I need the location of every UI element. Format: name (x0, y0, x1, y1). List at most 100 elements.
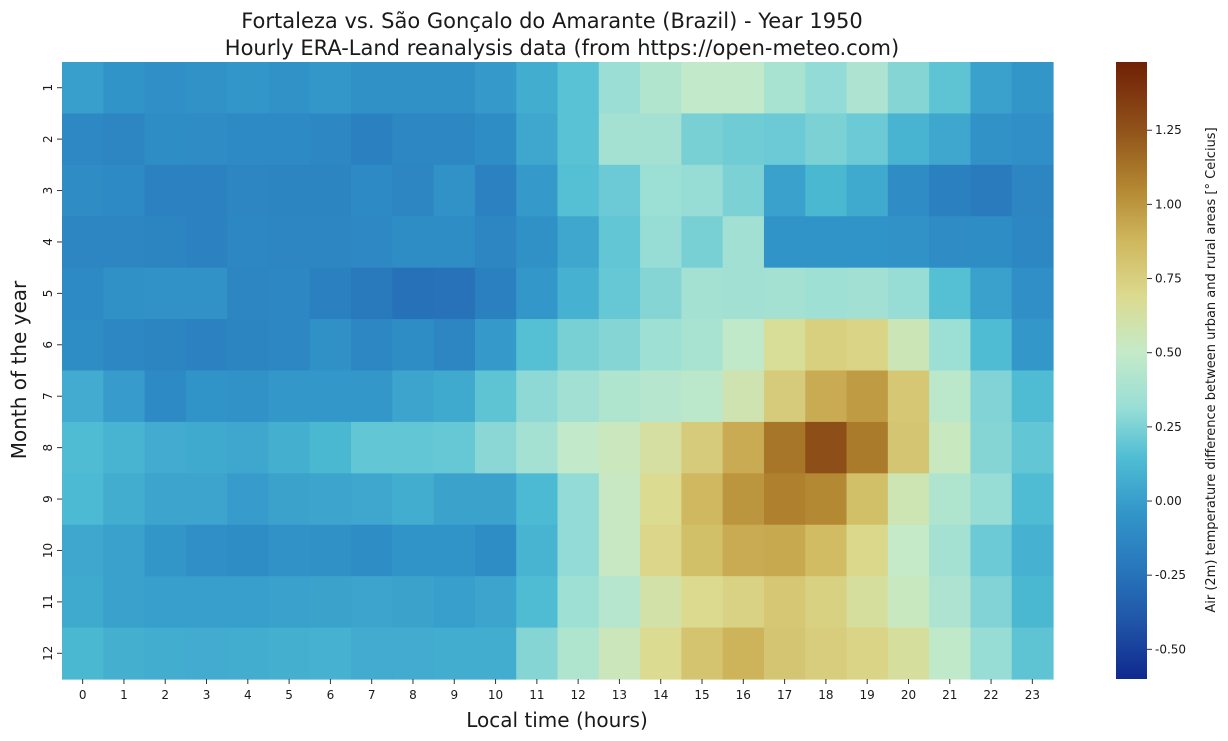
colorbar-tick-label: 1.00 (1155, 197, 1182, 211)
heatmap-cell (681, 473, 724, 526)
x-tick-label: 17 (777, 688, 792, 702)
heatmap-cell (640, 319, 682, 372)
heatmap-cell (516, 267, 559, 320)
heatmap-cell (681, 524, 724, 577)
heatmap-cell (640, 524, 682, 577)
heatmap-cells (62, 62, 1054, 680)
x-tick-label: 23 (1025, 688, 1040, 702)
heatmap-cell (309, 576, 352, 629)
heatmap-cell (887, 113, 930, 166)
heatmap-cell (433, 216, 476, 269)
heatmap-cell (268, 421, 311, 474)
heatmap-cell (557, 113, 600, 166)
colorbar-label: Air (2m) temperature difference between … (1204, 127, 1219, 612)
heatmap-cell (970, 113, 1013, 166)
heatmap-cell (887, 627, 930, 680)
heatmap-cell (598, 267, 641, 320)
x-axis-label: Local time (hours) (466, 708, 648, 732)
heatmap-cell (392, 473, 435, 526)
heatmap-cell (598, 524, 641, 577)
x-tick-label: 3 (203, 688, 211, 702)
heatmap-cell (227, 216, 270, 269)
heatmap-cell (62, 370, 104, 423)
heatmap-cell (392, 267, 435, 320)
heatmap-cell (474, 421, 517, 474)
heatmap-cell (433, 62, 476, 115)
heatmap-cell (516, 319, 559, 372)
heatmap-cell (557, 62, 600, 115)
heatmap-cell (433, 576, 476, 629)
heatmap-cell (805, 216, 848, 269)
x-tick-label: 4 (244, 688, 252, 702)
heatmap-cell (722, 473, 765, 526)
heatmap-cell (763, 473, 806, 526)
heatmap-cell (516, 524, 559, 577)
heatmap-cell (144, 164, 187, 217)
heatmap-cell (846, 473, 889, 526)
x-tick-label: 14 (653, 688, 668, 702)
heatmap-cell (516, 627, 559, 680)
heatmap-cell (557, 164, 600, 217)
heatmap-cell (846, 216, 889, 269)
heatmap-cell (268, 216, 311, 269)
heatmap-cell (185, 319, 228, 372)
heatmap-cell (144, 421, 187, 474)
y-tick-label: 2 (41, 135, 55, 143)
heatmap-cell (929, 216, 972, 269)
heatmap-cell (185, 164, 228, 217)
heatmap-cell (351, 421, 393, 474)
heatmap-cell (887, 473, 930, 526)
chart-title-line2: Hourly ERA-Land reanalysis data (from ht… (225, 36, 899, 60)
heatmap-cell (309, 164, 352, 217)
heatmap-cell (433, 370, 476, 423)
heatmap-cell (268, 62, 311, 115)
heatmap-cell (805, 113, 848, 166)
heatmap-cell (681, 627, 724, 680)
heatmap-cell (887, 576, 930, 629)
heatmap-cell (763, 627, 806, 680)
colorbar-axis: -0.50 -0.25 0.00 0.25 0.50 0.75 1.00 1.25 (1147, 123, 1186, 656)
heatmap-cell (392, 370, 435, 423)
heatmap-cell (227, 627, 270, 680)
heatmap-cell (681, 370, 724, 423)
colorbar-tick-label: -0.25 (1155, 568, 1186, 582)
heatmap-cell (640, 62, 682, 115)
heatmap-cell (929, 421, 972, 474)
heatmap-cell (144, 319, 187, 372)
heatmap-cell (846, 113, 889, 166)
heatmap-cell (805, 576, 848, 629)
y-tick-label: 11 (41, 594, 55, 609)
heatmap-cell (309, 524, 352, 577)
heatmap-cell (309, 267, 352, 320)
x-tick-label: 6 (327, 688, 335, 702)
heatmap-cell (805, 370, 848, 423)
heatmap-cell (763, 370, 806, 423)
y-tick-label: 3 (41, 187, 55, 195)
heatmap-cell (970, 524, 1013, 577)
heatmap-cell (474, 113, 517, 166)
heatmap-cell (722, 164, 765, 217)
heatmap-cell (62, 319, 104, 372)
heatmap-cell (722, 113, 765, 166)
heatmap-cell (557, 267, 600, 320)
heatmap-cell (970, 473, 1013, 526)
heatmap-cell (970, 319, 1013, 372)
heatmap-cell (846, 319, 889, 372)
heatmap-cell (516, 62, 559, 115)
x-tick-label: 8 (409, 688, 417, 702)
heatmap-cell (805, 164, 848, 217)
heatmap-cell (309, 370, 352, 423)
x-tick-label: 13 (612, 688, 627, 702)
heatmap-cell (681, 216, 724, 269)
heatmap-cell (351, 524, 393, 577)
heatmap-cell (929, 319, 972, 372)
heatmap-cell (557, 473, 600, 526)
heatmap-cell (681, 62, 724, 115)
heatmap-cell (970, 164, 1013, 217)
heatmap-cell (640, 370, 682, 423)
heatmap-cell (722, 267, 765, 320)
heatmap-cell (309, 319, 352, 372)
heatmap-cell (392, 421, 435, 474)
heatmap-cell (1011, 62, 1054, 115)
